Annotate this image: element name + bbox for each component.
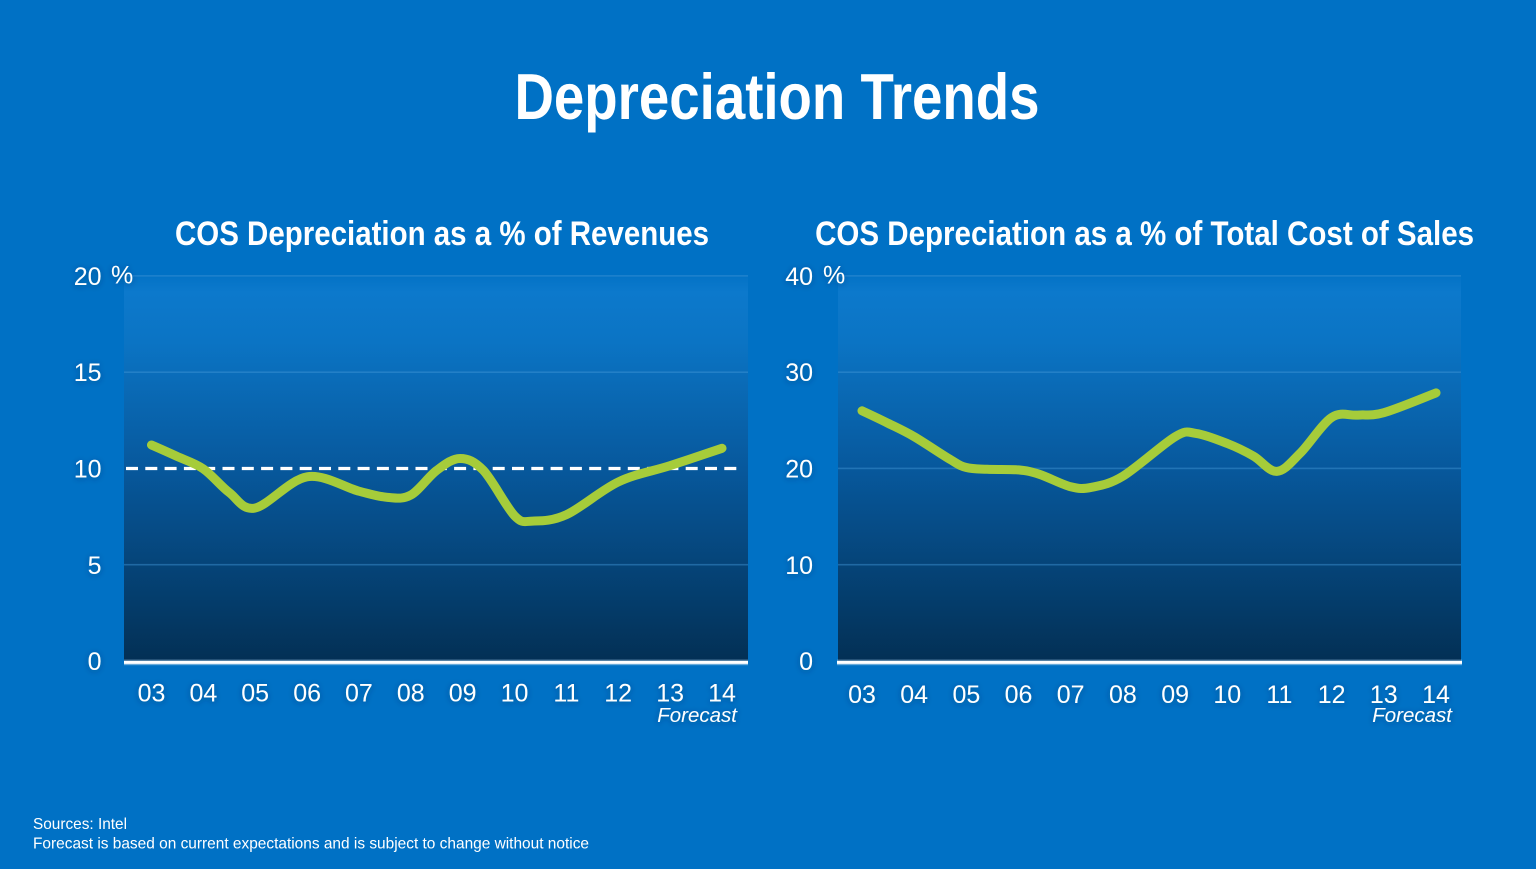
svg-text:40: 40: [785, 263, 813, 291]
svg-text:13: 13: [1370, 681, 1398, 709]
svg-text:04: 04: [900, 681, 928, 709]
svg-text:20: 20: [785, 456, 813, 484]
svg-text:12: 12: [1318, 681, 1346, 709]
svg-text:07: 07: [1057, 681, 1085, 709]
svg-text:5: 5: [88, 552, 102, 580]
svg-text:05: 05: [241, 680, 269, 708]
svg-text:%: %: [823, 261, 845, 289]
svg-text:10: 10: [501, 680, 529, 708]
svg-text:10: 10: [74, 456, 102, 484]
svg-text:03: 03: [848, 681, 876, 709]
svg-text:11: 11: [1266, 681, 1292, 709]
svg-text:09: 09: [1161, 681, 1189, 709]
svg-text:Sources: Intel: Sources: Intel: [33, 816, 127, 833]
svg-text:10: 10: [1213, 681, 1241, 709]
svg-text:20: 20: [74, 263, 102, 291]
svg-text:08: 08: [1109, 681, 1137, 709]
svg-text:11: 11: [553, 680, 579, 708]
svg-text:12: 12: [604, 680, 632, 708]
svg-text:09: 09: [449, 680, 477, 708]
svg-text:06: 06: [293, 680, 321, 708]
svg-text:14: 14: [708, 680, 736, 708]
svg-text:COS Depreciation as a % of Tot: COS Depreciation as a % of Total Cost of…: [815, 215, 1474, 253]
svg-text:COS Depreciation as a % of Rev: COS Depreciation as a % of Revenues: [175, 215, 709, 253]
svg-text:13: 13: [656, 680, 684, 708]
svg-text:07: 07: [345, 680, 373, 708]
svg-text:15: 15: [74, 359, 102, 387]
svg-text:03: 03: [138, 680, 166, 708]
svg-text:06: 06: [1005, 681, 1033, 709]
svg-text:Depreciation Trends: Depreciation Trends: [515, 60, 1040, 133]
svg-text:%: %: [111, 261, 133, 289]
svg-text:05: 05: [952, 681, 980, 709]
svg-text:08: 08: [397, 680, 425, 708]
svg-text:04: 04: [189, 680, 217, 708]
svg-text:Forecast is based on current e: Forecast is based on current expectation…: [33, 836, 589, 853]
svg-text:0: 0: [799, 648, 813, 676]
svg-text:Forecast: Forecast: [1372, 704, 1453, 727]
svg-text:10: 10: [785, 552, 813, 580]
svg-text:Forecast: Forecast: [657, 704, 738, 727]
svg-text:30: 30: [785, 359, 813, 387]
svg-text:0: 0: [88, 648, 102, 676]
svg-text:14: 14: [1422, 681, 1450, 709]
